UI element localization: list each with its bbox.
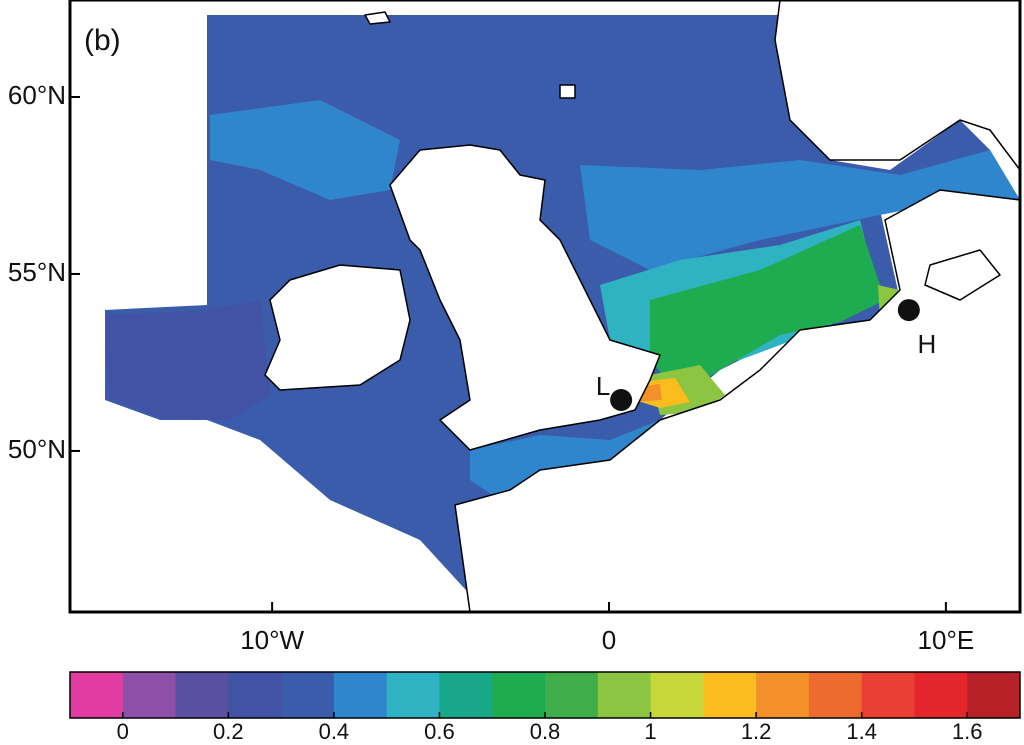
colorbar-tick-label: 0.4	[319, 719, 350, 744]
colorbar-bin	[597, 672, 652, 718]
colorbar-bin	[650, 672, 704, 718]
island	[559, 84, 576, 99]
britain	[389, 144, 661, 451]
field-mid	[210, 100, 400, 200]
panel-label: (b)	[84, 24, 121, 57]
colorbar-tick-label: 0	[117, 719, 129, 744]
continent	[454, 189, 1021, 613]
land	[264, 0, 1021, 613]
lon-tick-label: 10°W	[240, 625, 304, 655]
field-green	[650, 225, 885, 395]
colorbar-bin	[175, 672, 229, 718]
colorbar-bin	[439, 672, 493, 718]
colorbar-tick-label: 1	[644, 719, 656, 744]
colorbar-bin	[967, 672, 1021, 718]
colorbar-bin	[545, 672, 599, 718]
colorbar-tick-label: 0.2	[213, 719, 244, 744]
colorbar-bin	[861, 672, 915, 718]
colorbar-bin	[914, 672, 968, 718]
colorbar-bin	[228, 672, 282, 718]
colorbar-tick-label: 1.4	[846, 719, 877, 744]
colorbar-bin	[386, 672, 440, 718]
lon-tick-label: 0	[602, 625, 616, 655]
lat-tick-label: 55°N	[8, 257, 66, 287]
site-marker	[610, 388, 633, 411]
lat-tick-label: 50°N	[8, 434, 66, 464]
colorbar-tick-label: 0.6	[424, 719, 455, 744]
colorbar-bin	[492, 672, 546, 718]
site-label: H	[917, 329, 936, 359]
island	[924, 249, 1001, 301]
field-mid	[580, 150, 1020, 270]
map-frame	[68, 0, 1022, 614]
colorbar-tick-label: 1.6	[952, 719, 983, 744]
lon-tick-label: 10°E	[918, 625, 975, 655]
colorbar-bin	[70, 672, 124, 718]
ireland	[264, 264, 411, 391]
site-label: L	[596, 371, 610, 401]
colorbar-tick-label: 0.8	[530, 719, 561, 744]
colorbar-bin	[122, 672, 177, 718]
field-low	[105, 300, 270, 420]
colorbar-bin	[703, 672, 757, 718]
field-mid	[470, 420, 660, 500]
island	[364, 11, 391, 25]
colorbar-bin	[333, 672, 388, 718]
lat-tick-label: 60°N	[8, 80, 66, 110]
colorbar-tick-label: 1.2	[741, 719, 772, 744]
colorbar-bin	[808, 672, 863, 718]
colorbar-bin	[281, 672, 335, 718]
colorbar-bin	[756, 672, 810, 718]
site-marker	[897, 299, 920, 322]
